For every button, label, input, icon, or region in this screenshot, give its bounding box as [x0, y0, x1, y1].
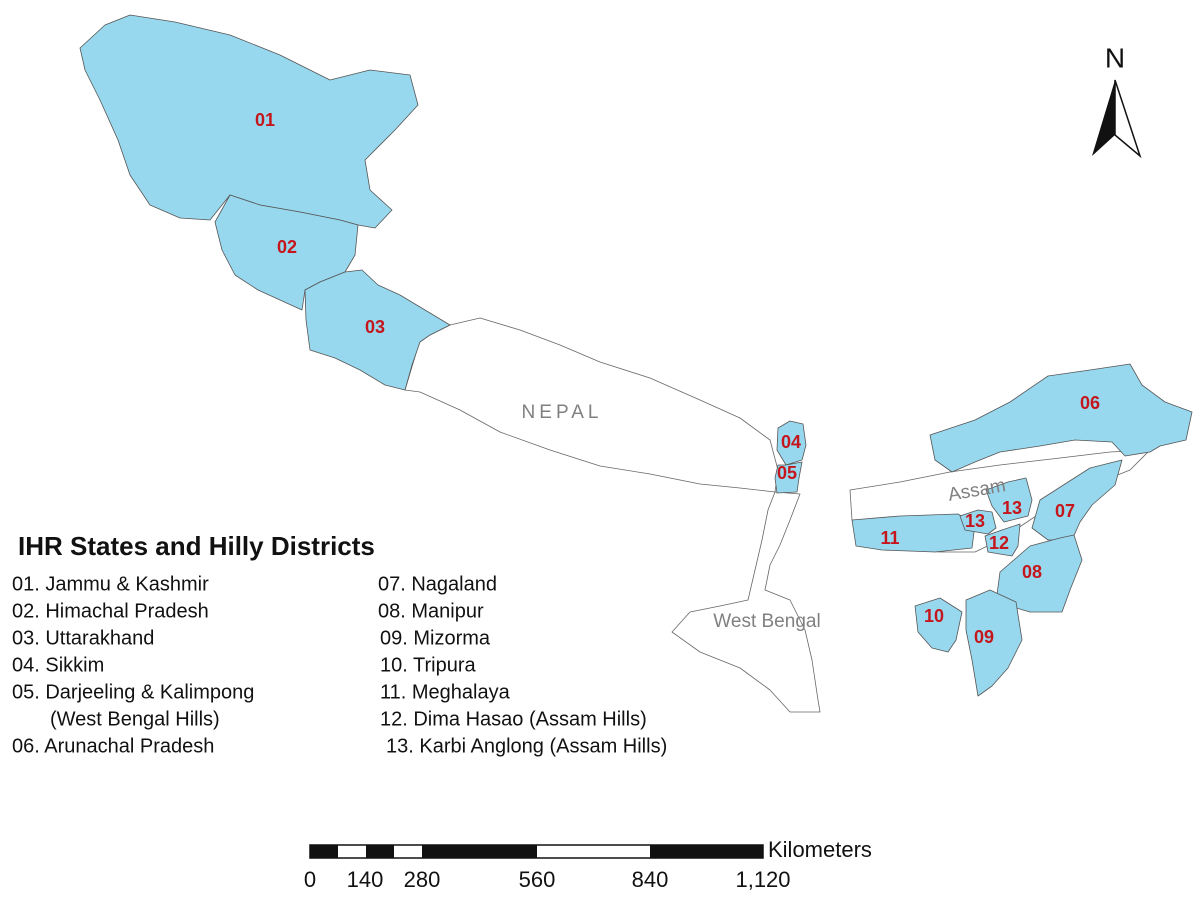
region-code: 03: [365, 317, 385, 337]
scale-label: 1,120: [735, 867, 790, 892]
nepal-outline: [404, 317, 779, 493]
region-code: 13: [965, 511, 985, 531]
scale-bar-segment: [650, 845, 763, 858]
scale-bar-segment: [310, 845, 338, 858]
legend-item: 13. Karbi Anglong (Assam Hills): [386, 735, 667, 757]
legend-item: 12. Dima Hasao (Assam Hills): [380, 708, 647, 730]
legend-item: 10. Tripura: [380, 654, 476, 676]
place-name: West Bengal: [713, 611, 820, 632]
scale-label: 840: [632, 867, 669, 892]
place-name: NEPAL: [522, 402, 603, 423]
region-code: 12: [989, 533, 1009, 553]
region-tripura: [914, 597, 963, 653]
region-code: 11: [880, 528, 899, 548]
region-code: 02: [277, 237, 297, 257]
legend-item: 05. Darjeeling & Kalimpong: [12, 681, 254, 703]
region-mizoram: [965, 589, 1023, 697]
scale-bar-segment: [422, 845, 537, 858]
scale-label: 560: [519, 867, 556, 892]
region-uttarakhand: [304, 269, 451, 391]
region-nagaland: [1031, 459, 1123, 541]
region-karbi-anglong-b: [985, 477, 1033, 523]
legend-item: 09. Mizorma: [380, 627, 491, 649]
legend-item: 11. Meghalaya: [380, 681, 511, 703]
region-code: 07: [1055, 501, 1075, 521]
north-arrow-right: [1114, 79, 1142, 159]
region-arunachal: [929, 363, 1193, 473]
north-label: N: [1105, 42, 1125, 73]
region-meghalaya: [851, 513, 976, 553]
legend-item: 08. Manipur: [378, 600, 484, 622]
region-code: 05: [777, 463, 797, 483]
region-code: 10: [924, 606, 944, 626]
scale-unit: Kilometers: [768, 837, 872, 862]
region-code: 13: [1002, 498, 1022, 518]
region-code: 08: [1022, 562, 1042, 582]
legend-title: IHR States and Hilly Districts: [18, 531, 375, 561]
scale-label: 280: [404, 867, 441, 892]
legend-item: (West Bengal Hills): [50, 708, 220, 730]
scale-bar-segment: [366, 845, 394, 858]
region-jammu-kashmir: [79, 14, 419, 229]
region-code: 09: [974, 627, 994, 647]
scale-label: 0: [304, 867, 316, 892]
west-bengal-outline: [671, 491, 821, 713]
legend-item: 02. Himachal Pradesh: [12, 600, 209, 622]
legend-item: 06. Arunachal Pradesh: [12, 735, 214, 757]
legend-item: 03. Uttarakhand: [12, 627, 154, 649]
legend-item: 07. Nagaland: [378, 573, 497, 595]
region-code: 01: [255, 110, 275, 130]
legend-item: 04. Sikkim: [12, 654, 104, 676]
region-sikkim: [776, 420, 807, 466]
region-code: 06: [1080, 393, 1100, 413]
region-karbi-anglong-a: [959, 509, 997, 535]
scale-label: 140: [347, 867, 384, 892]
north-arrow-left: [1092, 80, 1115, 156]
region-darjeeling: [774, 461, 803, 494]
region-code: 04: [781, 432, 801, 452]
legend-item: 01. Jammu & Kashmir: [12, 573, 209, 595]
region-dima-hasao: [984, 523, 1021, 557]
